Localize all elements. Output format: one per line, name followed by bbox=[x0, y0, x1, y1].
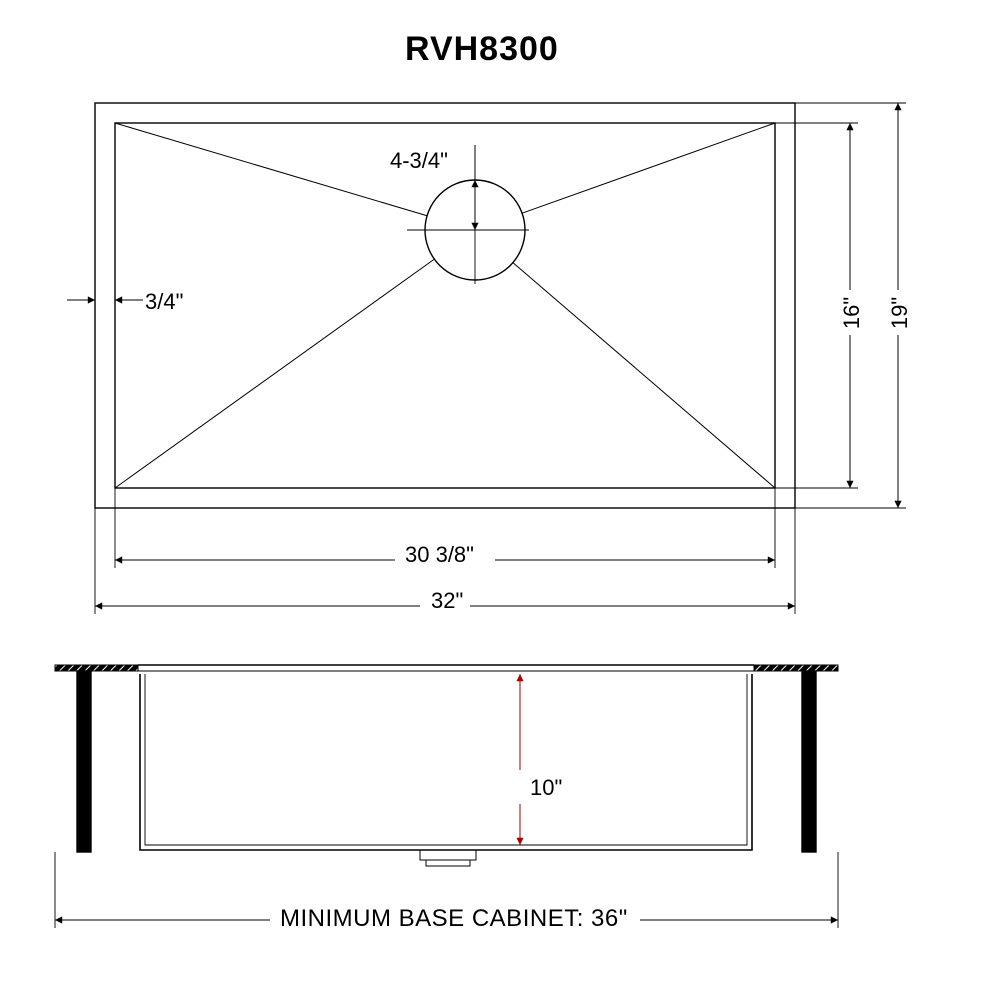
outer-depth-label: 19" bbox=[887, 297, 913, 329]
inner-depth-label: 16" bbox=[839, 297, 865, 329]
drain-diameter-label: 4-3/4" bbox=[390, 148, 448, 174]
model-title: RVH8300 bbox=[405, 30, 559, 69]
cabinet-note: MINIMUM BASE CABINET: 36" bbox=[280, 905, 628, 933]
sink-depth-label: 10" bbox=[530, 775, 562, 801]
wall-thickness-label: 3/4" bbox=[145, 289, 183, 315]
outer-width-label: 32" bbox=[431, 588, 463, 614]
inner-width-label: 30 3/8" bbox=[405, 542, 474, 568]
